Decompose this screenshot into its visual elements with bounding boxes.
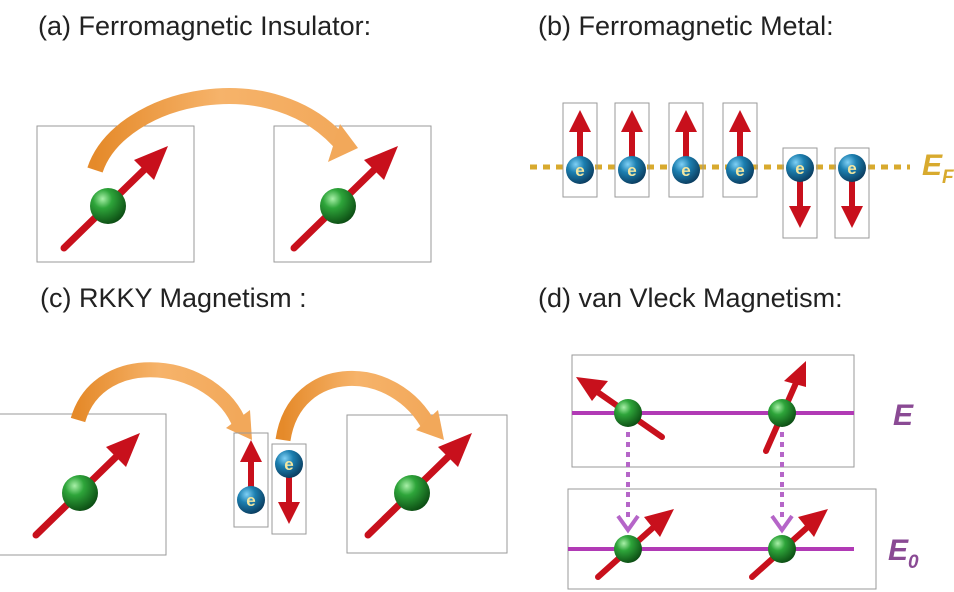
electron-label: e — [735, 161, 744, 180]
atom-spin-ground-left — [595, 509, 674, 580]
panel-d-title: (d) van Vleck Magnetism: — [538, 283, 843, 313]
panel-c: (c) RKKY Magnetism : e — [0, 283, 508, 556]
panel-a: (a) Ferromagnetic Insulator: — [36, 11, 432, 263]
atom-icon — [614, 399, 642, 427]
electron-label: e — [284, 455, 293, 474]
atom-icon — [320, 188, 356, 224]
atom-icon — [394, 475, 430, 511]
virtual-transition-left — [616, 432, 640, 534]
panel-a-title: (a) Ferromagnetic Insulator: — [38, 11, 371, 41]
electron-label: e — [681, 161, 690, 180]
spin-down-electron-1: e — [782, 147, 818, 239]
electron-label: e — [847, 159, 856, 178]
excited-level-label: E — [893, 399, 914, 432]
panel-b: (b) Ferromagnetic Metal: EF e e e — [530, 11, 954, 239]
electron-label: e — [246, 491, 255, 510]
electron-label: e — [795, 159, 804, 178]
panel-d: (d) van Vleck Magnetism: E E0 — [538, 283, 919, 590]
exchange-arrow — [87, 88, 358, 173]
atom-spin-right — [364, 433, 472, 539]
atom-icon — [90, 188, 126, 224]
site-box-right — [273, 125, 432, 263]
conduction-electron-up: e — [233, 432, 269, 528]
ground-level-label: E0 — [888, 534, 919, 573]
atom-spin-excited-left — [576, 377, 665, 440]
spin-up-electron-2: e — [614, 102, 650, 198]
atom-spin-left — [32, 433, 140, 539]
atom-spin-ground-right — [749, 509, 828, 580]
spin-up-electron-3: e — [668, 102, 704, 198]
virtual-transition-right — [770, 432, 794, 534]
panel-c-title: (c) RKKY Magnetism : — [40, 283, 307, 313]
atom-icon — [62, 475, 98, 511]
spin-up-electron-1: e — [562, 102, 598, 198]
site-box-left — [36, 125, 195, 263]
atom-spin-excited-right — [763, 361, 806, 454]
exchange-arrow-to-electrons — [70, 362, 252, 440]
atom-spin-left — [60, 146, 168, 252]
atom-spin-right — [290, 146, 398, 252]
fermi-level-label: EF — [922, 149, 954, 188]
electron-label: e — [627, 161, 636, 180]
atom-icon — [768, 399, 796, 427]
panel-b-title: (b) Ferromagnetic Metal: — [538, 11, 834, 41]
atom-icon — [614, 535, 642, 563]
electron-label: e — [575, 161, 584, 180]
atom-icon — [768, 535, 796, 563]
spin-down-electron-2: e — [834, 147, 870, 239]
spin-up-electron-4: e — [722, 102, 758, 198]
ground-state-box — [567, 488, 877, 590]
conduction-electron-down: e — [271, 443, 307, 535]
exchange-arrow-from-electrons — [275, 370, 444, 442]
